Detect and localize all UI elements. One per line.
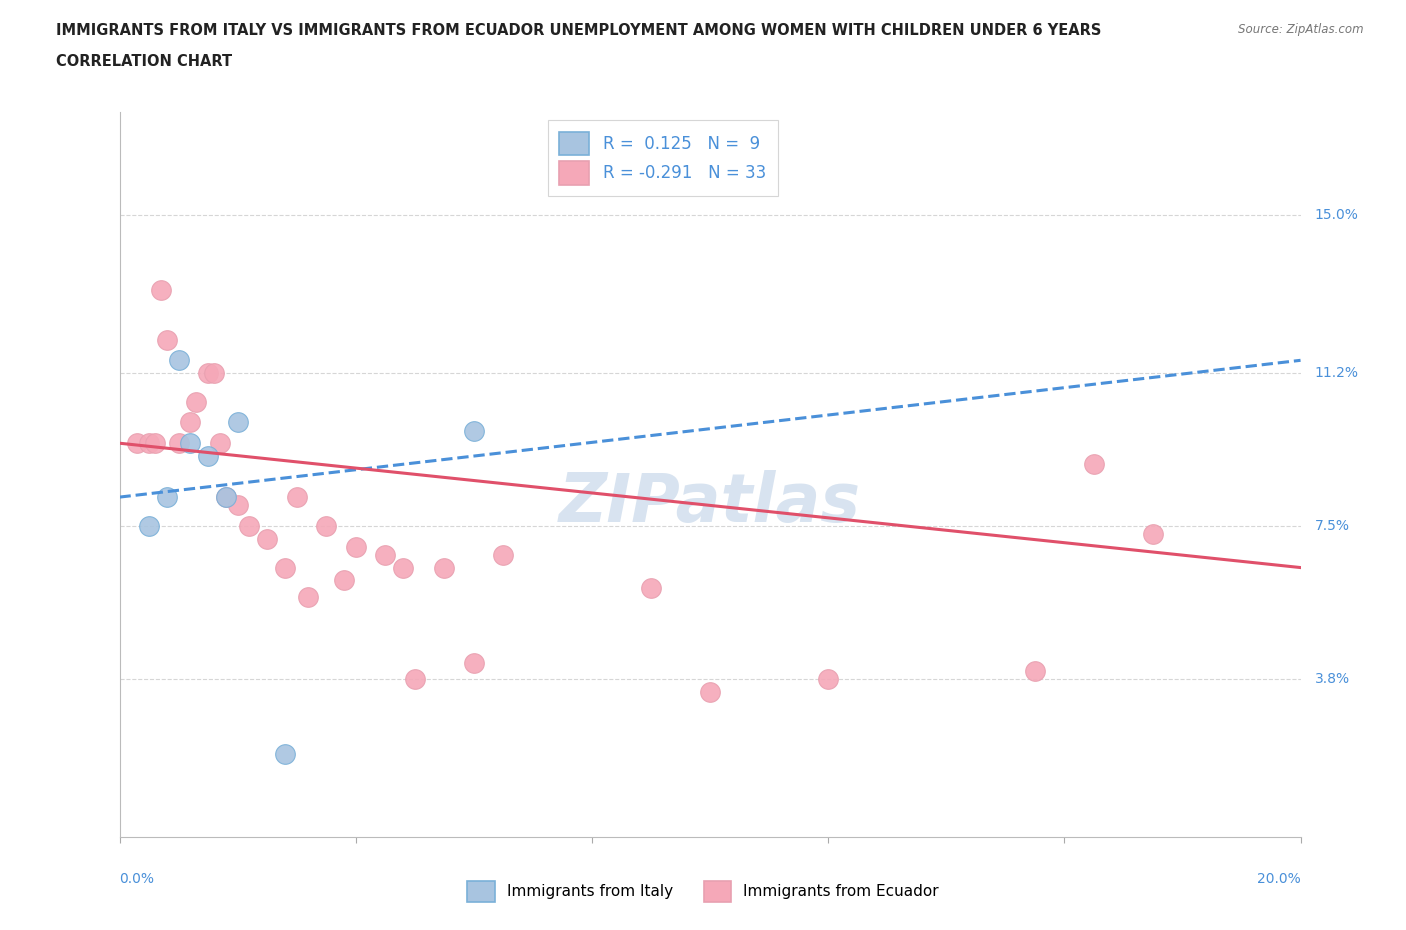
Point [274,747,297,762]
Point [197,365,219,380]
Text: 15.0%: 15.0% [1315,208,1358,222]
Point [699,684,721,699]
Point [186,394,208,409]
Text: 20.0%: 20.0% [1257,871,1301,885]
Point [167,352,190,367]
Point [817,672,839,687]
Point [285,490,308,505]
Point [215,490,238,505]
Point [179,436,201,451]
Point [143,436,166,451]
Point [138,519,160,534]
Point [226,498,249,512]
Point [492,548,515,563]
Point [149,283,172,298]
Point [315,519,337,534]
Point [127,436,149,451]
Legend: R =  0.125   N =  9, R = -0.291   N = 33: R = 0.125 N = 9, R = -0.291 N = 33 [548,120,778,196]
Point [433,560,456,575]
Point [374,548,396,563]
Point [640,581,662,596]
Point [156,490,179,505]
Point [404,672,426,687]
Text: CORRELATION CHART: CORRELATION CHART [56,54,232,69]
Point [392,560,415,575]
Point [463,656,485,671]
Point [344,539,367,554]
Point [297,589,319,604]
Point [202,365,225,380]
Text: 11.2%: 11.2% [1315,365,1358,379]
Point [256,531,278,546]
Point [138,436,160,451]
Point [208,436,231,451]
Text: ZIPatlas: ZIPatlas [560,471,860,537]
Legend: Immigrants from Italy, Immigrants from Ecuador: Immigrants from Italy, Immigrants from E… [457,870,949,913]
Text: IMMIGRANTS FROM ITALY VS IMMIGRANTS FROM ECUADOR UNEMPLOYMENT AMONG WOMEN WITH C: IMMIGRANTS FROM ITALY VS IMMIGRANTS FROM… [56,23,1102,38]
Point [274,560,297,575]
Point [1083,457,1105,472]
Point [179,415,201,430]
Point [1024,664,1046,679]
Text: 3.8%: 3.8% [1315,672,1350,686]
Point [226,415,249,430]
Text: 0.0%: 0.0% [120,871,155,885]
Point [238,519,260,534]
Text: Source: ZipAtlas.com: Source: ZipAtlas.com [1239,23,1364,36]
Point [215,490,238,505]
Point [463,423,485,438]
Point [167,436,190,451]
Point [197,448,219,463]
Point [1142,527,1164,542]
Point [156,332,179,347]
Text: 7.5%: 7.5% [1315,519,1350,533]
Point [333,573,356,588]
